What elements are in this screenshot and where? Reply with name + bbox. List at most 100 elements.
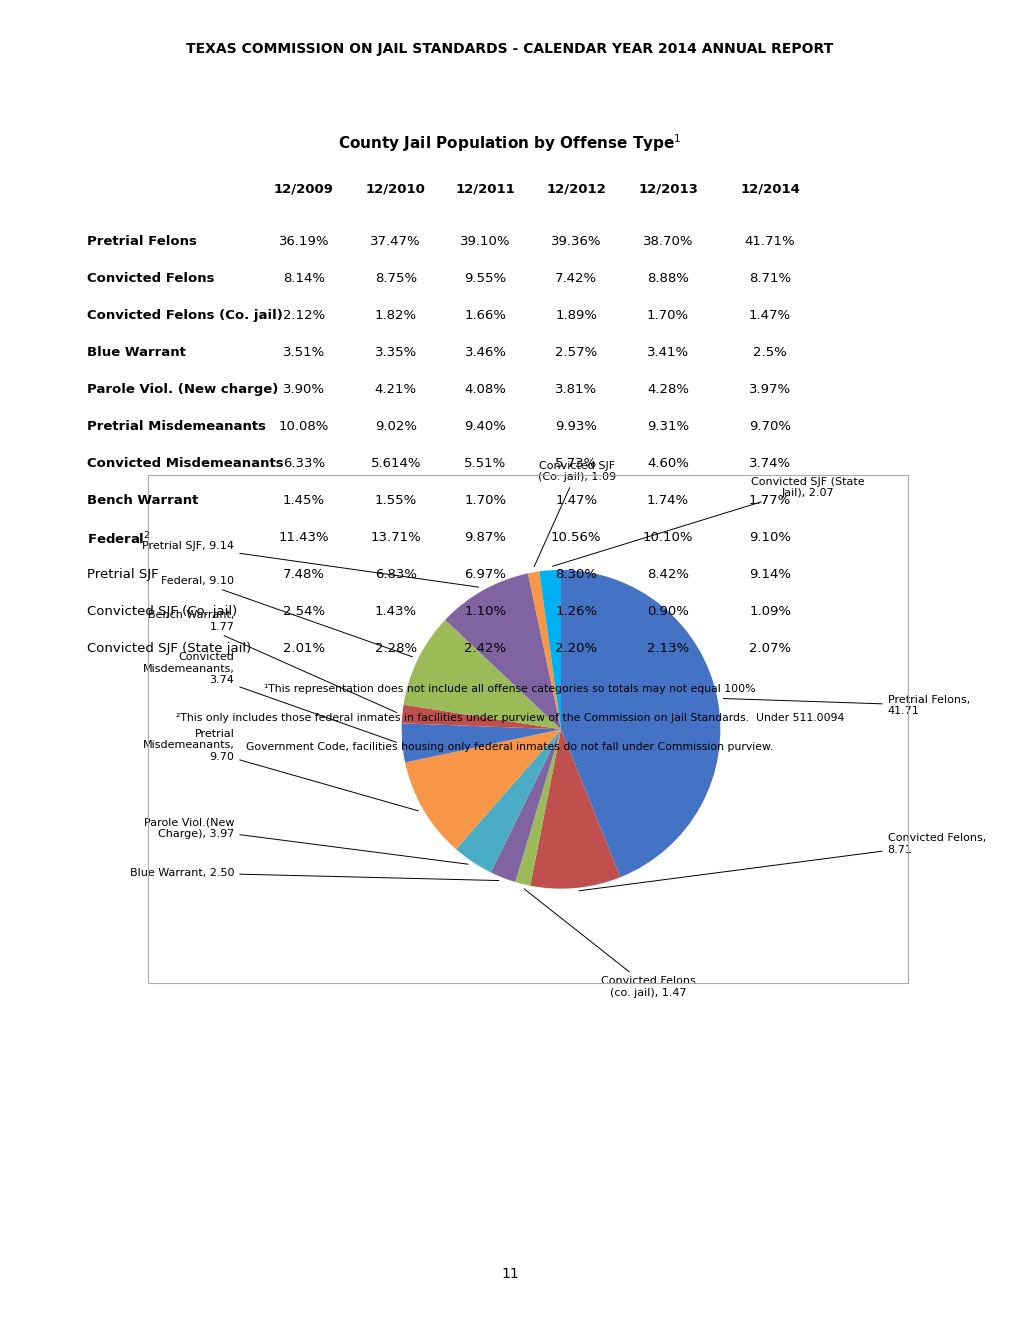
Text: 3.81%: 3.81% xyxy=(554,383,597,396)
Text: 12/2011: 12/2011 xyxy=(455,182,515,195)
Text: 6.33%: 6.33% xyxy=(282,457,325,470)
Text: 39.10%: 39.10% xyxy=(460,235,511,248)
Text: Convicted SJF
(Co. jail), 1.09: Convicted SJF (Co. jail), 1.09 xyxy=(534,461,615,566)
Text: 8.30%: 8.30% xyxy=(554,568,597,581)
Text: 2.57%: 2.57% xyxy=(554,346,597,359)
Wedge shape xyxy=(560,570,719,878)
Wedge shape xyxy=(455,729,560,873)
Text: 9.14%: 9.14% xyxy=(748,568,791,581)
Text: 9.31%: 9.31% xyxy=(646,420,689,433)
Text: 3.74%: 3.74% xyxy=(748,457,791,470)
Text: Pretrial Misdemeanants: Pretrial Misdemeanants xyxy=(87,420,265,433)
Text: Blue Warrant: Blue Warrant xyxy=(87,346,185,359)
Text: 12/2012: 12/2012 xyxy=(546,182,605,195)
Text: 1.26%: 1.26% xyxy=(554,605,597,618)
Text: 36.19%: 36.19% xyxy=(278,235,329,248)
Text: 8.75%: 8.75% xyxy=(374,272,417,285)
Text: 3.97%: 3.97% xyxy=(748,383,791,396)
Text: 4.08%: 4.08% xyxy=(464,383,506,396)
Text: 4.60%: 4.60% xyxy=(646,457,689,470)
Text: 2.07%: 2.07% xyxy=(748,642,791,655)
Wedge shape xyxy=(444,573,560,729)
Text: 6.83%: 6.83% xyxy=(374,568,417,581)
Text: 8.14%: 8.14% xyxy=(282,272,325,285)
Text: 2.20%: 2.20% xyxy=(554,642,597,655)
Text: Convicted Felons (Co. jail): Convicted Felons (Co. jail) xyxy=(87,309,282,322)
Wedge shape xyxy=(515,729,560,886)
Text: 2.28%: 2.28% xyxy=(374,642,417,655)
Text: Convicted SJF (State
Jail), 2.07: Convicted SJF (State Jail), 2.07 xyxy=(552,477,864,566)
Text: 1.47%: 1.47% xyxy=(554,494,597,507)
Text: 0.90%: 0.90% xyxy=(646,605,689,618)
Text: 13.71%: 13.71% xyxy=(370,531,421,544)
Text: 5.614%: 5.614% xyxy=(370,457,421,470)
Text: 9.55%: 9.55% xyxy=(464,272,506,285)
Text: 39.36%: 39.36% xyxy=(550,235,601,248)
Text: 4.28%: 4.28% xyxy=(646,383,689,396)
Text: 7.48%: 7.48% xyxy=(282,568,325,581)
Text: 4.21%: 4.21% xyxy=(374,383,417,396)
Text: Bench Warrant: Bench Warrant xyxy=(87,494,198,507)
Text: 1.55%: 1.55% xyxy=(374,494,417,507)
Text: Convicted Felons: Convicted Felons xyxy=(87,272,214,285)
Text: TEXAS COMMISSION ON JAIL STANDARDS - CALENDAR YEAR 2014 ANNUAL REPORT: TEXAS COMMISSION ON JAIL STANDARDS - CAL… xyxy=(186,42,833,57)
Text: Convicted Felons
(co. jail), 1.47: Convicted Felons (co. jail), 1.47 xyxy=(524,888,695,998)
Text: 2.42%: 2.42% xyxy=(464,642,506,655)
Text: 12/2014: 12/2014 xyxy=(740,182,799,195)
Text: Convicted
Misdemeanants,
3.74: Convicted Misdemeanants, 3.74 xyxy=(143,652,396,742)
Text: 9.93%: 9.93% xyxy=(554,420,597,433)
Text: 1.82%: 1.82% xyxy=(374,309,417,322)
Text: 10.56%: 10.56% xyxy=(550,531,601,544)
Wedge shape xyxy=(539,570,560,729)
Wedge shape xyxy=(401,705,560,729)
Text: 1.70%: 1.70% xyxy=(464,494,506,507)
Text: 10.08%: 10.08% xyxy=(278,420,329,433)
Text: 41.71%: 41.71% xyxy=(744,235,795,248)
Text: 8.42%: 8.42% xyxy=(646,568,689,581)
Text: 12/2009: 12/2009 xyxy=(274,182,333,195)
Text: 10.10%: 10.10% xyxy=(642,531,693,544)
Wedge shape xyxy=(405,729,560,849)
Text: 1.43%: 1.43% xyxy=(374,605,417,618)
Text: 9.10%: 9.10% xyxy=(748,531,791,544)
Text: 8.88%: 8.88% xyxy=(646,272,689,285)
Text: 2.01%: 2.01% xyxy=(282,642,325,655)
Text: County Jail Population by Offense Type$^{1}$: County Jail Population by Offense Type$^… xyxy=(338,132,681,153)
Text: 12/2013: 12/2013 xyxy=(638,182,697,195)
Text: 3.46%: 3.46% xyxy=(464,346,506,359)
Text: Blue Warrant, 2.50: Blue Warrant, 2.50 xyxy=(129,867,498,880)
Text: 9.87%: 9.87% xyxy=(464,531,506,544)
Wedge shape xyxy=(490,729,560,882)
Text: Pretrial Felons: Pretrial Felons xyxy=(87,235,197,248)
Wedge shape xyxy=(530,729,620,888)
Text: 2.13%: 2.13% xyxy=(646,642,689,655)
Text: 1.70%: 1.70% xyxy=(646,309,689,322)
Text: 3.35%: 3.35% xyxy=(374,346,417,359)
Text: Pretrial SJF, 9.14: Pretrial SJF, 9.14 xyxy=(142,541,478,587)
Text: Parole Viol.(New
Charge), 3.97: Parole Viol.(New Charge), 3.97 xyxy=(144,817,468,865)
Text: Convicted SJF (State jail): Convicted SJF (State jail) xyxy=(87,642,251,655)
Text: ¹This representation does not include all offense categories so totals may not e: ¹This representation does not include al… xyxy=(264,684,755,694)
Text: 9.70%: 9.70% xyxy=(748,420,791,433)
Text: 2.54%: 2.54% xyxy=(282,605,325,618)
Text: 1.77%: 1.77% xyxy=(748,494,791,507)
Text: Convicted Felons,
8.71: Convicted Felons, 8.71 xyxy=(579,833,985,891)
Text: 1.09%: 1.09% xyxy=(748,605,791,618)
Text: 9.02%: 9.02% xyxy=(374,420,417,433)
Wedge shape xyxy=(528,572,560,729)
Text: Convicted Misdemeanants: Convicted Misdemeanants xyxy=(87,457,283,470)
Text: 5.51%: 5.51% xyxy=(464,457,506,470)
Text: 1.89%: 1.89% xyxy=(554,309,597,322)
Text: 9.40%: 9.40% xyxy=(464,420,506,433)
Text: Bench Warrant,
1.77: Bench Warrant, 1.77 xyxy=(148,610,396,713)
Text: 11.43%: 11.43% xyxy=(278,531,329,544)
Text: 1.66%: 1.66% xyxy=(464,309,506,322)
Text: Convicted SJF (Co. jail): Convicted SJF (Co. jail) xyxy=(87,605,236,618)
Text: 8.71%: 8.71% xyxy=(748,272,791,285)
Text: Federal$^{2}$: Federal$^{2}$ xyxy=(87,531,150,548)
Text: 1.74%: 1.74% xyxy=(646,494,689,507)
Text: 3.90%: 3.90% xyxy=(282,383,325,396)
Text: Pretrial SJF: Pretrial SJF xyxy=(87,568,158,581)
Text: 3.51%: 3.51% xyxy=(282,346,325,359)
Text: 1.47%: 1.47% xyxy=(748,309,791,322)
